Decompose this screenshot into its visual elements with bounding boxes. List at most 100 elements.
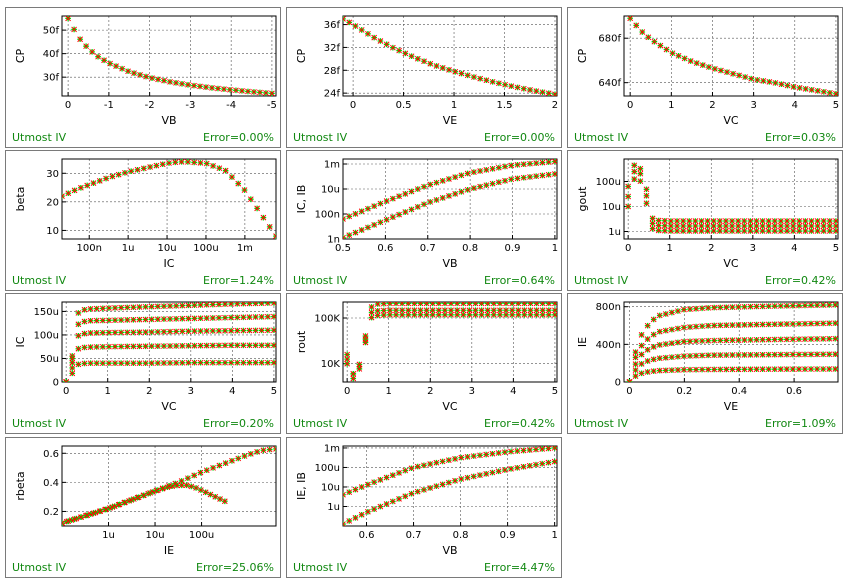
data-point-measured	[235, 455, 242, 462]
data-point-measured	[118, 317, 125, 323]
data-point-measured	[471, 169, 477, 175]
data-point-measured	[154, 343, 161, 349]
data-point-measured	[222, 359, 228, 366]
data-point-measured	[681, 55, 688, 62]
data-point-measured	[668, 367, 675, 374]
data-point-measured	[478, 307, 485, 314]
y-tick-label: 100u	[34, 330, 59, 341]
data-point-measured	[778, 223, 784, 229]
x-tick-label: 1	[551, 530, 557, 541]
data-point-measured	[452, 190, 459, 197]
data-point-measured	[545, 90, 552, 96]
x-tick-label: 0	[63, 386, 69, 397]
y-axis-label: IC, IB	[295, 185, 308, 214]
data-point-measured	[81, 360, 88, 367]
data-point-measured	[421, 486, 427, 493]
data-point-measured	[796, 302, 802, 309]
data-point-measured	[411, 302, 418, 307]
data-point-measured	[365, 481, 371, 488]
data-point-measured	[814, 218, 821, 224]
data-point-measured	[483, 167, 490, 173]
data-point-measured	[533, 461, 539, 468]
data-point-measured	[216, 462, 223, 469]
data-point-measured	[477, 75, 484, 82]
data-point-measured	[741, 322, 748, 328]
data-point-measured	[638, 342, 645, 349]
data-point-measured	[421, 201, 427, 208]
chart-plot: 0 1 2 3 4 5 0 50u 100u 150u VC IC	[14, 301, 277, 413]
data-point-measured	[802, 336, 808, 342]
data-point-measured	[173, 79, 179, 86]
data-point-measured	[808, 223, 815, 229]
data-point-measured	[350, 371, 357, 377]
data-point-measured	[539, 89, 546, 96]
data-point-measured	[478, 302, 485, 307]
data-point-measured	[433, 459, 440, 466]
data-point-measured	[820, 88, 827, 95]
data-point-measured	[149, 75, 155, 81]
x-tick-label: 0	[65, 100, 71, 111]
chart-plot: 0 1 2 3 4 5 640f 680f VC CP	[576, 15, 839, 127]
data-point-measured	[520, 161, 527, 168]
x-tick-label: 0	[626, 386, 632, 397]
x-tick-label: 0.8	[462, 243, 478, 254]
data-point-measured	[264, 359, 271, 366]
x-axis-label: VB	[442, 544, 457, 557]
x-tick-label: 0.4	[731, 386, 747, 397]
data-point-measured	[130, 316, 137, 323]
data-point-measured	[161, 77, 167, 84]
data-point-measured	[458, 476, 465, 482]
data-point-measured	[380, 302, 387, 307]
x-tick-label: 0	[625, 243, 631, 254]
data-point-measured	[222, 314, 228, 321]
data-point-measured	[446, 193, 452, 199]
data-point-measured	[454, 311, 461, 318]
data-point-measured	[729, 223, 735, 229]
x-tick-label: 0.6	[786, 386, 802, 397]
data-point-measured	[356, 366, 363, 372]
data-point-measured	[638, 351, 645, 358]
data-point-measured	[458, 70, 465, 77]
data-point-measured	[368, 304, 375, 310]
data-point-measured	[832, 320, 838, 327]
data-point-measured	[765, 336, 772, 343]
data-point-measured	[735, 218, 742, 224]
data-point-measured	[711, 304, 718, 311]
data-point-measured	[371, 506, 377, 513]
data-point-measured	[747, 366, 754, 373]
data-point-measured	[747, 303, 754, 310]
data-point-measured	[346, 213, 353, 220]
data-point-measured	[197, 328, 204, 334]
data-point-measured	[778, 228, 784, 234]
data-point-measured	[717, 366, 724, 373]
data-point-measured	[433, 63, 440, 69]
data-point-measured	[759, 228, 766, 234]
x-tick-label: 0.6	[359, 530, 375, 541]
data-point-measured	[252, 327, 259, 334]
data-point-measured	[832, 335, 838, 342]
data-point-measured	[539, 460, 546, 467]
data-point-measured	[185, 81, 191, 88]
data-point-measured	[784, 223, 790, 229]
data-point-measured	[509, 311, 516, 318]
data-point-measured	[405, 311, 412, 318]
data-point-measured	[520, 85, 527, 92]
data-point-measured	[148, 316, 155, 323]
data-point-measured	[433, 197, 440, 203]
data-point-measured	[484, 307, 491, 314]
data-point-measured	[383, 501, 390, 507]
data-point-measured	[661, 217, 668, 224]
data-point-measured	[377, 38, 384, 44]
data-point-measured	[411, 311, 418, 318]
data-point-measured	[393, 311, 399, 318]
footer-label: Utmost IV	[574, 417, 629, 430]
data-point-measured	[777, 336, 784, 343]
data-point-measured	[229, 457, 235, 464]
data-point-measured	[124, 343, 131, 350]
data-point-measured	[802, 366, 808, 372]
data-point-measured	[197, 160, 204, 166]
data-point-measured	[390, 195, 396, 202]
data-point-measured	[344, 360, 351, 367]
data-point-measured	[790, 336, 796, 343]
data-point-measured	[796, 228, 803, 234]
